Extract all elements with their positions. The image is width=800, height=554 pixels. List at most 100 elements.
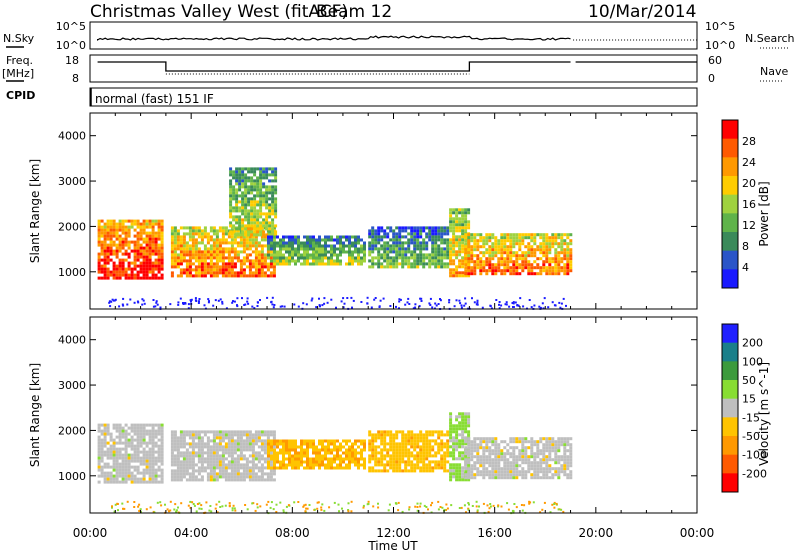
power-cell <box>342 250 345 254</box>
power-cell <box>154 273 158 277</box>
velocity-cell <box>148 471 152 475</box>
power-cell <box>488 233 492 237</box>
power-cell <box>170 271 174 275</box>
velocity-cell <box>437 463 441 467</box>
power-cell <box>371 259 375 263</box>
velocity-cell <box>569 473 573 477</box>
velocity-cell <box>127 474 131 478</box>
power-cell <box>371 241 375 245</box>
velocity-cell <box>467 437 471 441</box>
power-cell <box>203 274 207 278</box>
velocity-cell <box>160 444 164 448</box>
velocity-cell <box>254 439 258 443</box>
velocity-cell <box>197 454 201 458</box>
velocity-cell <box>118 450 122 454</box>
velocity-cell <box>200 469 204 473</box>
velocity-cell <box>563 446 567 450</box>
velocity-cell <box>410 469 414 473</box>
power-cell <box>395 232 399 236</box>
power-cell <box>245 235 249 239</box>
cpid-mode: normal (fast) 151 IF <box>95 92 214 106</box>
velocity-cell <box>300 460 303 464</box>
velocity-cell <box>350 500 353 503</box>
power-cell <box>319 305 321 308</box>
velocity-cell <box>441 506 444 509</box>
power-cell <box>244 194 248 198</box>
power-cell <box>419 244 423 248</box>
velocity-cell <box>306 442 309 446</box>
power-cell <box>407 259 411 263</box>
power-cell <box>422 229 426 233</box>
power-cell <box>106 258 110 262</box>
power-cell <box>273 259 276 263</box>
power-cell <box>527 242 531 246</box>
velocity-cell <box>106 462 110 466</box>
velocity-cell <box>97 444 101 448</box>
velocity-cell <box>148 438 152 442</box>
power-cell <box>435 304 438 307</box>
velocity-cell <box>173 433 177 437</box>
power-cell <box>221 235 225 239</box>
velocity-cell <box>446 454 450 458</box>
power-cell <box>160 237 164 241</box>
power-cell <box>410 226 414 230</box>
velocity-colorbar-tick: 200 <box>742 337 763 350</box>
velocity-cell <box>555 502 558 505</box>
velocity-cell <box>482 461 486 465</box>
power-cell <box>257 265 261 269</box>
power-cell <box>212 241 216 245</box>
power-cell <box>321 253 324 257</box>
velocity-cell <box>185 430 189 434</box>
power-cell <box>500 248 504 252</box>
velocity-cell <box>368 433 372 437</box>
velocity-cell <box>194 433 198 437</box>
power-cell <box>530 272 534 276</box>
velocity-cell <box>521 455 525 459</box>
power-cell <box>160 252 164 256</box>
power-cell <box>461 265 465 269</box>
velocity-cell <box>127 459 131 463</box>
power-cell <box>443 250 447 254</box>
power-cell <box>389 226 393 230</box>
power-cell <box>288 241 291 245</box>
power-cell <box>512 251 516 255</box>
power-cell <box>500 233 504 237</box>
velocity-cell <box>118 462 122 466</box>
velocity-cell <box>336 454 339 458</box>
velocity-cell <box>218 457 222 461</box>
power-cell <box>124 237 128 241</box>
velocity-cell <box>473 467 477 471</box>
velocity-cell <box>291 445 294 449</box>
velocity-cell <box>497 449 501 453</box>
velocity-cell <box>357 445 360 449</box>
power-cell <box>461 211 465 215</box>
power-cell <box>368 265 372 269</box>
velocity-cell <box>145 450 149 454</box>
power-cell <box>133 228 137 232</box>
velocity-cell <box>518 449 522 453</box>
velocity-cell <box>422 460 426 464</box>
velocity-cell <box>503 446 507 450</box>
velocity-cell <box>513 503 516 505</box>
velocity-cell <box>200 448 204 452</box>
power-cell <box>250 182 254 186</box>
power-cell <box>443 247 447 251</box>
velocity-cell <box>503 458 507 462</box>
velocity-cell <box>230 475 234 479</box>
velocity-cell <box>273 442 276 446</box>
power-cell <box>533 248 537 252</box>
power-cell <box>256 212 260 216</box>
velocity-cell <box>230 439 234 443</box>
power-cell <box>151 231 155 235</box>
power-cell <box>191 247 195 251</box>
velocity-cell <box>425 439 429 443</box>
velocity-cell <box>230 445 234 449</box>
velocity-colorbar-tick: -15 <box>742 411 760 424</box>
velocity-cell <box>398 430 402 434</box>
velocity-cell <box>194 430 198 434</box>
power-cell <box>530 269 534 273</box>
velocity-cell <box>242 433 246 437</box>
velocity-cell <box>357 460 360 464</box>
velocity-cell <box>458 451 462 455</box>
power-cell <box>309 238 312 242</box>
